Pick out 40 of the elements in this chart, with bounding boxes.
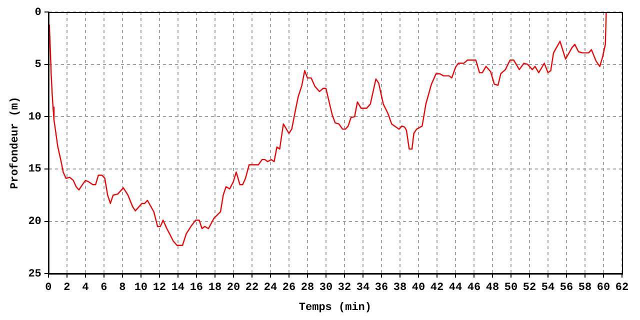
y-tick-label: 15 [28, 164, 42, 176]
x-tick-label: 2 [64, 282, 70, 294]
x-tick-label: 34 [356, 282, 370, 294]
x-tick-label: 54 [541, 282, 555, 294]
x-tick-label: 12 [152, 282, 166, 294]
x-tick-label: 58 [578, 282, 592, 294]
x-tick-label: 32 [338, 282, 352, 294]
x-tick-label: 26 [282, 282, 296, 294]
x-tick-label: 8 [119, 282, 126, 294]
x-tick-label: 56 [560, 282, 574, 294]
x-tick-label: 48 [486, 282, 500, 294]
x-tick-label: 18 [208, 282, 222, 294]
x-tick-label: 28 [300, 282, 314, 294]
x-tick-label: 42 [430, 282, 444, 294]
x-tick-label: 10 [134, 282, 148, 294]
y-tick-label: 5 [34, 59, 42, 72]
x-tick-label: 40 [412, 282, 426, 294]
y-tick-label: 10 [28, 111, 42, 124]
x-tick-label: 24 [264, 282, 278, 294]
x-tick-label: 0 [45, 282, 52, 294]
y-tick-label: 20 [28, 216, 42, 228]
x-tick-label: 20 [226, 282, 240, 294]
x-tick-label: 14 [171, 282, 185, 294]
x-tick-label: 50 [504, 282, 518, 294]
x-tick-label: 16 [190, 282, 204, 294]
x-tick-label: 30 [319, 282, 333, 294]
x-tick-label: 38 [393, 282, 407, 294]
x-tick-label: 36 [374, 282, 388, 294]
x-tick-label: 46 [467, 282, 481, 294]
y-axis-title: Profondeur (m) [8, 96, 22, 190]
y-tick-label: 25 [28, 268, 42, 280]
y-tick-label: 0 [34, 6, 42, 19]
x-tick-label: 60 [596, 282, 610, 294]
x-tick-label: 22 [245, 282, 259, 294]
x-axis-title: Temps (min) [298, 302, 372, 314]
x-tick-label: 44 [448, 282, 462, 294]
x-tick-label: 52 [522, 282, 536, 294]
x-tick-label: 4 [82, 282, 90, 294]
x-tick-label: 6 [100, 282, 108, 294]
x-tick-label: 62 [615, 282, 629, 294]
